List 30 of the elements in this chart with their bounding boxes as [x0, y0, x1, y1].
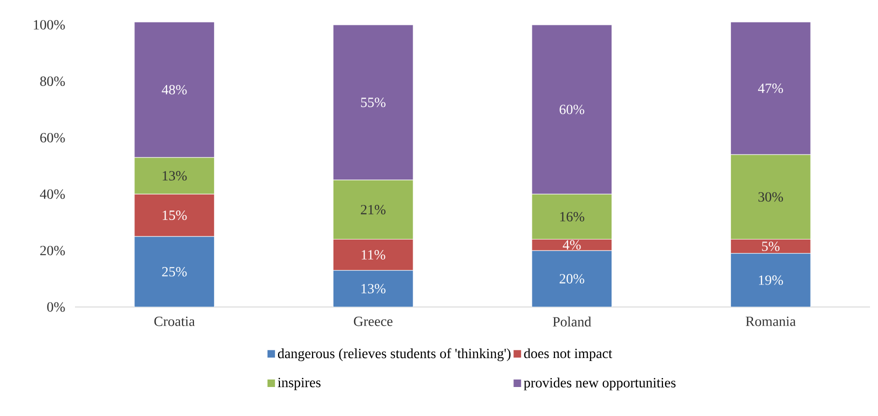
x-tick-label: Romania	[746, 316, 796, 326]
y-tick-label: 40%	[40, 189, 65, 199]
y-tick-label: 100%	[34, 20, 65, 30]
data-label: 4%	[562, 240, 581, 250]
x-tick-label: Poland	[552, 316, 592, 327]
data-label: 25%	[162, 266, 187, 276]
x-tick-label: Croatia	[154, 316, 195, 326]
data-label: 16%	[560, 212, 584, 222]
y-tick-label: 80%	[40, 76, 65, 86]
data-label: 60%	[560, 104, 584, 114]
data-label: 11%	[362, 250, 386, 260]
y-tick-label: 0%	[47, 302, 65, 312]
data-label: 47%	[758, 84, 783, 94]
data-label: 48%	[162, 84, 187, 94]
data-label: 13%	[162, 171, 187, 181]
data-label: 19%	[759, 275, 783, 285]
y-tick-label: 60%	[40, 132, 65, 142]
x-tick-label: Greece	[354, 316, 392, 326]
y-tick-label: 20%	[40, 246, 65, 256]
legend-label: dangerous (relieves students of 'thinking')	[278, 348, 511, 362]
data-label: 20%	[560, 274, 584, 284]
data-label: 15%	[162, 210, 187, 220]
data-label: 21%	[360, 204, 386, 214]
legend-label: does not impact	[524, 348, 612, 362]
data-label: 30%	[758, 192, 783, 202]
legend-label: inspires	[278, 378, 321, 390]
data-label: 5%	[762, 242, 780, 252]
data-label: 13%	[362, 284, 386, 294]
data-label: 55%	[361, 98, 386, 108]
legend-label: provides new opportunities	[524, 378, 676, 390]
